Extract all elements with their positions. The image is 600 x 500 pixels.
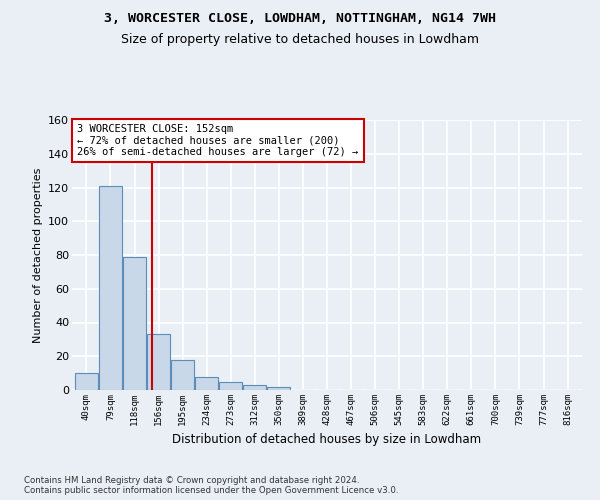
Text: 3 WORCESTER CLOSE: 152sqm
← 72% of detached houses are smaller (200)
26% of semi: 3 WORCESTER CLOSE: 152sqm ← 72% of detac… bbox=[77, 124, 358, 157]
Y-axis label: Number of detached properties: Number of detached properties bbox=[32, 168, 43, 342]
Bar bbox=[147, 334, 170, 390]
Bar bbox=[268, 386, 290, 390]
Text: 3, WORCESTER CLOSE, LOWDHAM, NOTTINGHAM, NG14 7WH: 3, WORCESTER CLOSE, LOWDHAM, NOTTINGHAM,… bbox=[104, 12, 496, 26]
Bar bbox=[195, 376, 218, 390]
Bar bbox=[244, 385, 266, 390]
X-axis label: Distribution of detached houses by size in Lowdham: Distribution of detached houses by size … bbox=[172, 434, 482, 446]
Bar bbox=[220, 382, 242, 390]
Text: Contains HM Land Registry data © Crown copyright and database right 2024.
Contai: Contains HM Land Registry data © Crown c… bbox=[24, 476, 398, 495]
Bar bbox=[171, 360, 194, 390]
Bar bbox=[99, 186, 122, 390]
Bar bbox=[123, 256, 146, 390]
Bar bbox=[75, 373, 98, 390]
Text: Size of property relative to detached houses in Lowdham: Size of property relative to detached ho… bbox=[121, 32, 479, 46]
